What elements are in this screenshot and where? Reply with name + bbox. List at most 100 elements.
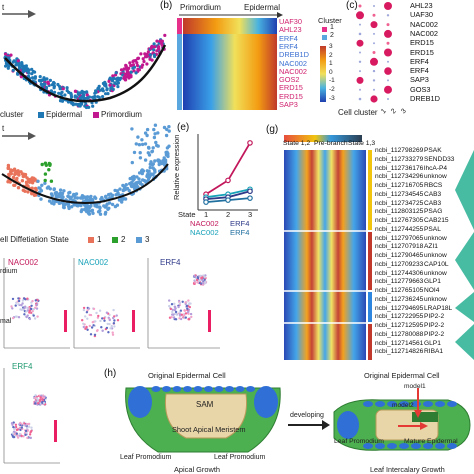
f-cell-point xyxy=(42,401,46,405)
f-cell-point xyxy=(188,318,191,321)
scatter-a-point xyxy=(144,55,148,59)
f-cell-point xyxy=(103,317,106,320)
f-cell-point xyxy=(42,396,46,400)
f-cell-point xyxy=(28,309,32,312)
g-header-prebranch: Pre-branch xyxy=(314,140,348,147)
h-epidermal-cell xyxy=(162,386,171,392)
h-epidermal-cell xyxy=(387,401,397,407)
scatter-d-point xyxy=(96,210,101,214)
g-gene-name: unknow xyxy=(424,269,447,277)
h-right-primordium-cell xyxy=(254,386,278,418)
e-series-point xyxy=(247,140,253,146)
scatter-d-point xyxy=(33,186,38,191)
b-colorbar-tick: -3 xyxy=(329,94,335,102)
f-cell-point xyxy=(13,430,16,434)
c-dot xyxy=(370,57,378,66)
c-xlabel: Cell cluster xyxy=(338,108,378,117)
g-gene-id: ncbi_112779663 xyxy=(375,278,424,286)
scatter-d-point xyxy=(124,183,128,187)
e-series-point xyxy=(225,177,231,184)
b-gene-label: ERF4 xyxy=(279,41,298,51)
scatter-d-point xyxy=(121,188,126,193)
scatter-d-point xyxy=(87,206,92,210)
b-gene-label: SAP3 xyxy=(279,100,298,109)
f-cell-point xyxy=(41,401,44,404)
scatter-d-point xyxy=(36,179,40,183)
scatter-d-point xyxy=(107,201,112,205)
g-gene-name: PSAG xyxy=(424,208,443,216)
g-gene-id: ncbi_112709233 xyxy=(375,260,424,268)
f-cell-point xyxy=(194,281,197,284)
scatter-a-point xyxy=(155,49,159,53)
scatter-d-point xyxy=(104,195,108,199)
f-cell-point xyxy=(97,314,100,318)
f-cell-point xyxy=(34,402,37,405)
scatter-a-point xyxy=(65,86,69,90)
c-dot xyxy=(372,69,376,73)
g-gene-id: ncbi_112803125 xyxy=(375,208,424,216)
f-cell-point xyxy=(19,428,22,432)
f-cell-point xyxy=(174,307,177,310)
scatter-d-point xyxy=(98,212,103,216)
scatter-d-point xyxy=(147,169,151,173)
h-epidermal-cell xyxy=(172,386,182,392)
scatter-d-point xyxy=(20,179,25,183)
f-cell-point xyxy=(26,436,29,440)
c-gene-label: UAF30 xyxy=(410,10,434,20)
f-cell-point xyxy=(28,433,32,436)
scatter-d-point xyxy=(10,168,15,173)
b-cluster-label-1: 1 xyxy=(330,24,334,31)
scatter-d-point xyxy=(115,192,120,196)
scatter-d-point xyxy=(138,156,143,160)
f-cell-point xyxy=(26,297,29,300)
scatter-a-point xyxy=(94,89,98,93)
g-gene-id: ncbi_112712595 xyxy=(375,322,424,329)
scatter-a-point xyxy=(71,103,75,107)
scatter-a-point xyxy=(24,66,28,70)
scatter-a-point xyxy=(33,75,38,79)
scatter-d-point xyxy=(140,169,144,173)
f-cell-point xyxy=(86,317,89,320)
f-cell-point xyxy=(187,299,190,302)
scatter-d-point xyxy=(132,177,136,181)
legend-label-state3: 3 xyxy=(145,235,150,244)
scatter-d-point xyxy=(129,184,134,188)
scatter-d-point xyxy=(58,193,63,197)
c-dot xyxy=(358,60,362,63)
f-colorbar xyxy=(64,310,67,332)
h-leaf-right2-label: Leaf Promodium xyxy=(334,438,384,445)
b-block-cluster1 xyxy=(183,18,277,34)
f-cell-point xyxy=(30,426,33,429)
f-cell-point xyxy=(107,331,110,334)
scatter-a-point xyxy=(80,91,85,95)
h-right-primordium xyxy=(337,411,359,439)
scatter-d-point xyxy=(52,187,56,192)
g-gene-name: PIP2-2 xyxy=(424,330,445,338)
scatter-d-point xyxy=(47,168,51,172)
scatter-a-point xyxy=(114,71,118,75)
scatter-a-point xyxy=(142,59,146,64)
g-gene-name: SENDD33 xyxy=(424,155,455,163)
f-feature-title: NAC002 xyxy=(8,258,39,267)
g-gene-id: ncbi_112744306 xyxy=(375,269,424,277)
c-dot xyxy=(387,79,389,82)
f-cell-point xyxy=(18,426,21,430)
f-cell-point xyxy=(81,319,84,322)
scatter-d-point xyxy=(13,183,17,187)
scatter-a-point xyxy=(152,53,156,57)
c-dotplot xyxy=(356,2,392,103)
scatter-d-point xyxy=(128,176,132,181)
g-heatmap xyxy=(284,150,372,360)
scatter-d-point xyxy=(93,195,97,199)
h-apical-growth: Apical Growth xyxy=(174,465,221,474)
f-cell-point xyxy=(91,321,95,324)
f-cell-point xyxy=(84,315,87,318)
legend-label-state2: 2 xyxy=(121,235,126,244)
scatter-a-point xyxy=(30,76,35,80)
h-epidermal-cell xyxy=(447,401,457,407)
scatter-d-point xyxy=(90,198,95,202)
g-gene-name: lhcA-P4 xyxy=(424,164,448,172)
f-cell-point xyxy=(82,322,85,325)
scatter-d-point xyxy=(48,162,52,166)
f-cell-point xyxy=(22,435,25,438)
